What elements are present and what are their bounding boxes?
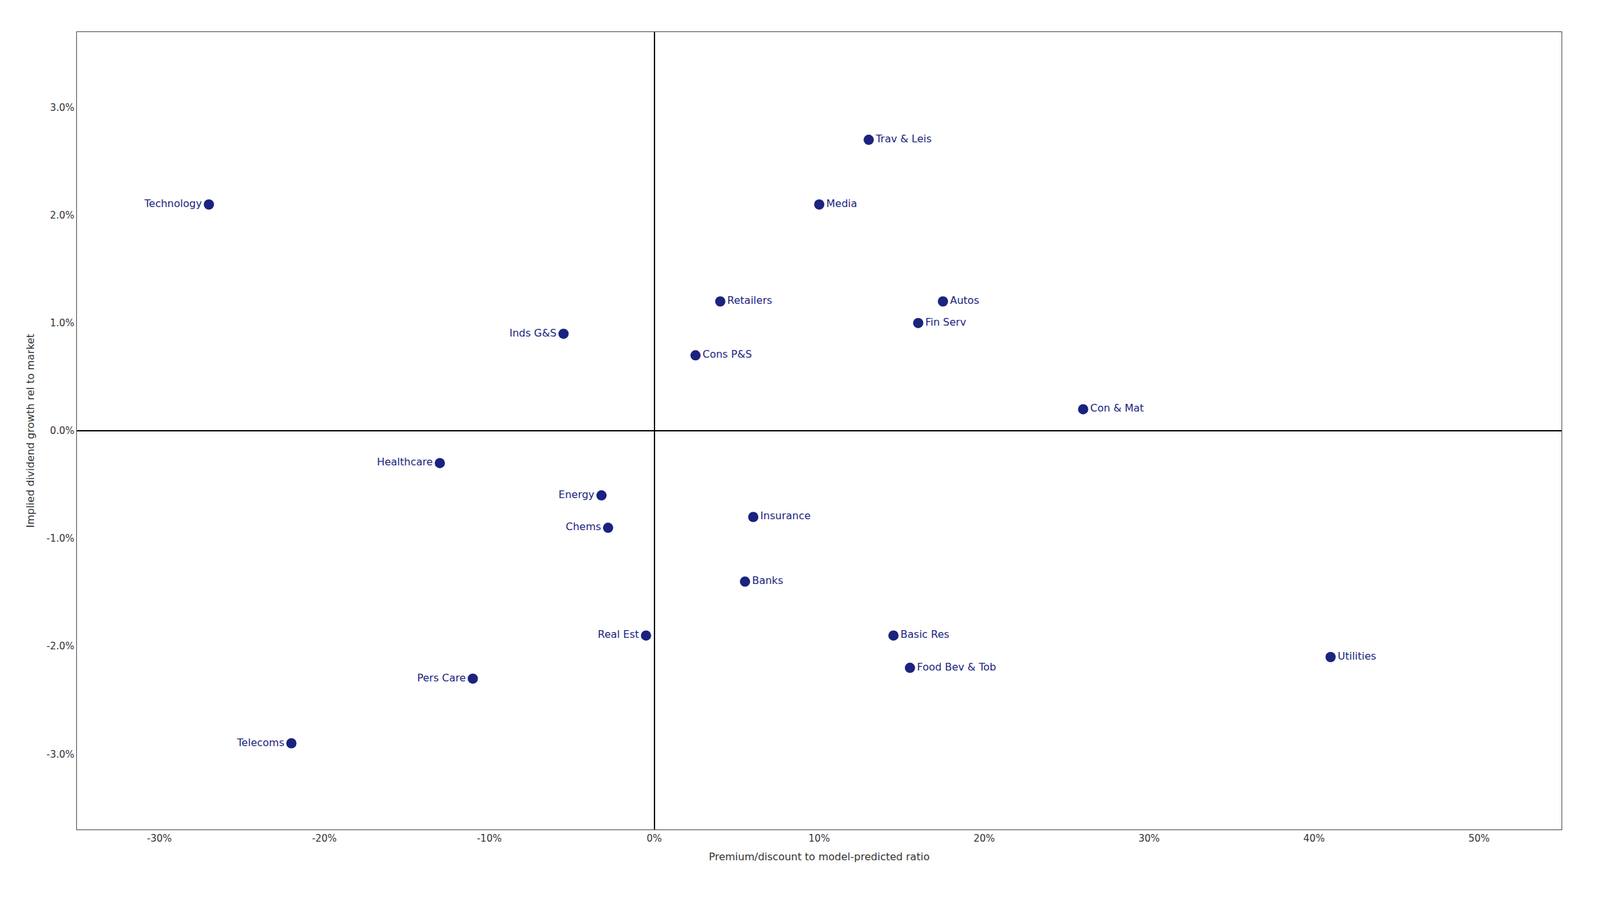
svg-text:Real Est: Real Est [598,628,640,641]
svg-text:0%: 0% [646,832,663,845]
svg-text:Premium/discount to model-pred: Premium/discount to model-predicted rati… [708,850,930,863]
svg-text:Implied dividend growth rel to: Implied dividend growth rel to market [24,333,37,529]
svg-text:-1.0%: -1.0% [46,532,75,545]
svg-text:Pers Care: Pers Care [417,671,467,684]
svg-text:Retailers: Retailers [727,294,773,307]
svg-text:Telecoms: Telecoms [236,736,285,749]
svg-text:Autos: Autos [950,294,979,307]
svg-text:-20%: -20% [312,832,338,845]
svg-text:Basic Res: Basic Res [900,628,950,641]
svg-text:Technology: Technology [143,197,202,210]
svg-text:-2.0%: -2.0% [46,640,75,652]
svg-text:Banks: Banks [751,574,784,587]
svg-text:Energy: Energy [558,488,595,501]
svg-text:Food Bev & Tob: Food Bev & Tob [917,660,997,674]
svg-text:-3.0%: -3.0% [46,748,75,761]
svg-text:Fin Serv: Fin Serv [925,316,967,329]
svg-text:10%: 10% [808,832,830,845]
svg-text:Media: Media [826,197,858,210]
svg-text:Insurance: Insurance [760,509,811,522]
svg-text:Inds G&S: Inds G&S [509,326,557,340]
svg-text:-30%: -30% [146,832,172,845]
svg-text:50%: 50% [1468,832,1490,845]
svg-text:Cons P&S: Cons P&S [702,348,752,361]
svg-text:Healthcare: Healthcare [376,455,433,468]
svg-text:20%: 20% [973,832,995,845]
svg-text:3.0%: 3.0% [50,101,75,114]
svg-text:2.0%: 2.0% [50,209,75,222]
svg-text:Utilities: Utilities [1337,650,1377,663]
svg-text:1.0%: 1.0% [50,317,75,329]
svg-text:40%: 40% [1303,832,1325,845]
svg-text:Trav & Leis: Trav & Leis [875,132,932,145]
svg-text:-10%: -10% [476,832,502,845]
svg-text:Chems: Chems [566,520,602,533]
svg-text:Con & Mat: Con & Mat [1090,401,1145,415]
svg-text:0.0%: 0.0% [50,425,75,437]
svg-text:30%: 30% [1138,832,1160,845]
